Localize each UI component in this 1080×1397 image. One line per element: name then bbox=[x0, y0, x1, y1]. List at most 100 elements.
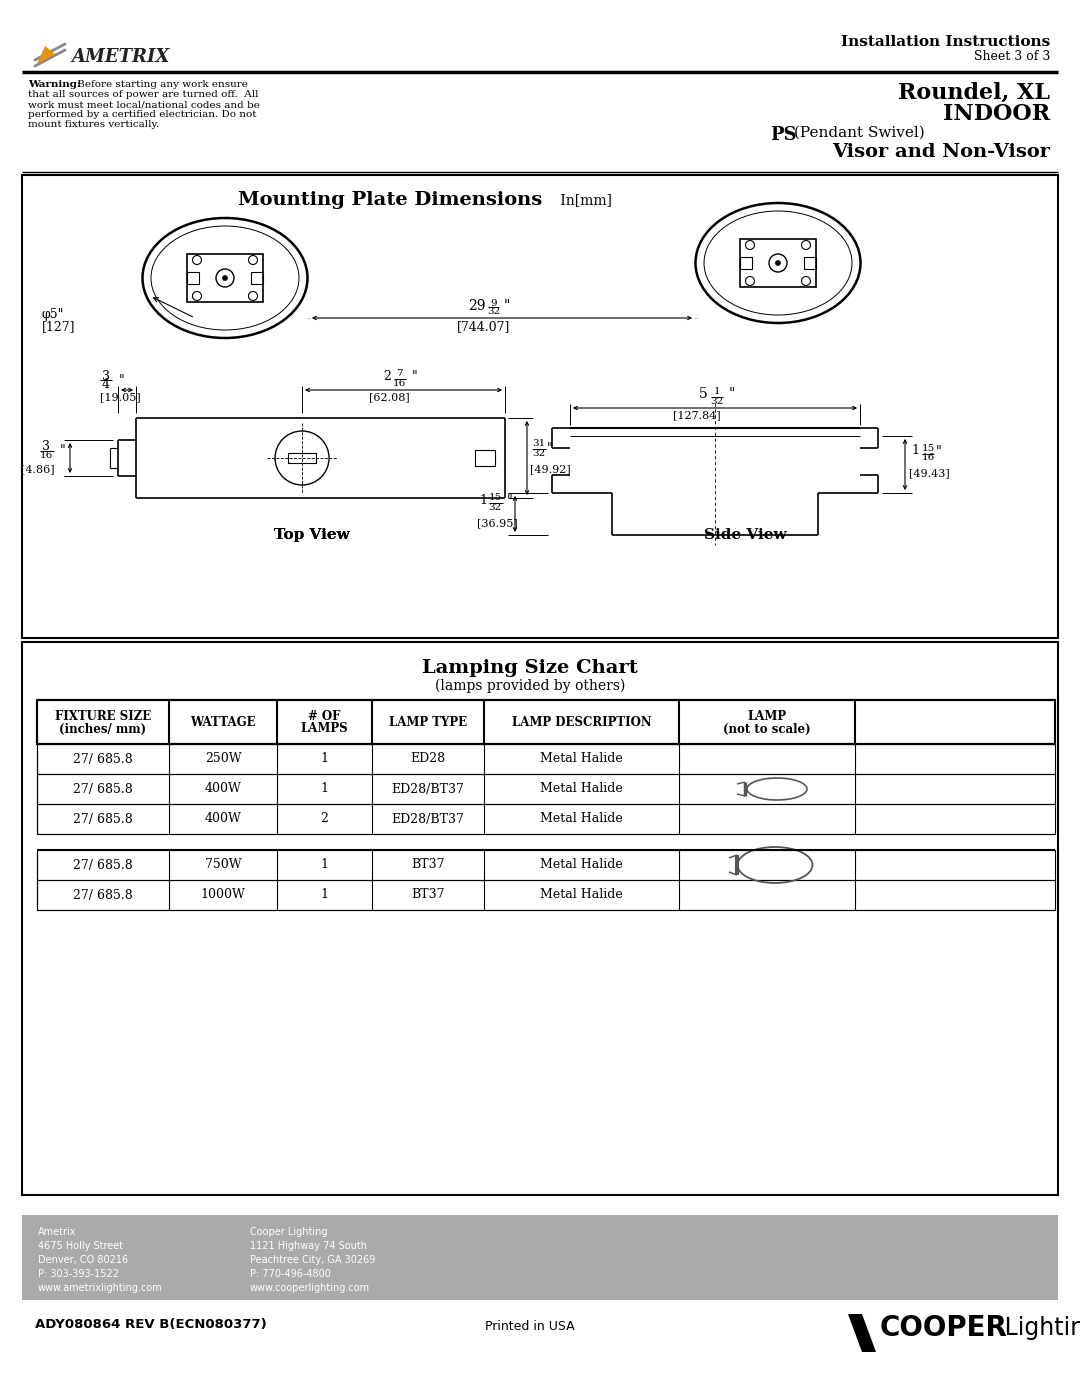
Text: Top View: Top View bbox=[273, 528, 349, 542]
Text: [36.95]: [36.95] bbox=[477, 518, 517, 528]
Text: Lighting: Lighting bbox=[997, 1316, 1080, 1340]
Text: Installation Instructions: Installation Instructions bbox=[840, 35, 1050, 49]
Text: ": " bbox=[936, 446, 942, 458]
Text: 5: 5 bbox=[699, 387, 707, 401]
Text: 29: 29 bbox=[469, 299, 486, 313]
Text: P: 303-393-1522: P: 303-393-1522 bbox=[38, 1268, 119, 1280]
Text: Top View: Top View bbox=[273, 528, 349, 542]
Text: 27/ 685.8: 27/ 685.8 bbox=[73, 859, 133, 872]
Bar bbox=[37, 880, 1055, 909]
Text: [19.05]: [19.05] bbox=[100, 393, 140, 402]
Text: [127.84]: [127.84] bbox=[673, 409, 720, 420]
Text: 1: 1 bbox=[912, 444, 919, 457]
Bar bbox=[37, 849, 1055, 880]
Bar bbox=[740, 257, 752, 270]
Text: Denver, CO 80216: Denver, CO 80216 bbox=[38, 1255, 129, 1266]
Text: Warning:: Warning: bbox=[28, 80, 81, 89]
Text: 15: 15 bbox=[488, 493, 501, 503]
Bar bbox=[37, 805, 1055, 834]
Text: (lamps provided by others): (lamps provided by others) bbox=[435, 679, 625, 693]
Text: 16: 16 bbox=[922, 453, 935, 462]
Bar bbox=[288, 453, 316, 462]
Bar bbox=[804, 257, 816, 270]
Text: 27/ 685.8: 27/ 685.8 bbox=[73, 753, 133, 766]
Text: 16: 16 bbox=[39, 451, 53, 461]
Bar bbox=[37, 745, 1055, 774]
Text: COOPER: COOPER bbox=[880, 1315, 1008, 1343]
Text: 31: 31 bbox=[532, 440, 545, 448]
Text: 32: 32 bbox=[488, 503, 501, 511]
Circle shape bbox=[222, 275, 228, 281]
Text: Sheet 3 of 3: Sheet 3 of 3 bbox=[974, 50, 1050, 63]
Text: ": " bbox=[507, 495, 513, 507]
Text: 27/ 685.8: 27/ 685.8 bbox=[73, 813, 133, 826]
Text: ED28/BT37: ED28/BT37 bbox=[392, 782, 464, 795]
Text: 1: 1 bbox=[321, 859, 328, 872]
Text: [49.43]: [49.43] bbox=[909, 468, 949, 479]
Text: 400W: 400W bbox=[204, 782, 242, 795]
Text: Visor and Non-Visor: Visor and Non-Visor bbox=[832, 142, 1050, 161]
Polygon shape bbox=[37, 46, 55, 64]
Text: Ametrix: Ametrix bbox=[38, 1227, 77, 1236]
Text: ": " bbox=[546, 441, 553, 454]
Text: ADY080864 REV B(ECN080377): ADY080864 REV B(ECN080377) bbox=[35, 1317, 267, 1331]
Text: mount fixtures vertically.: mount fixtures vertically. bbox=[28, 120, 159, 129]
Text: ": " bbox=[411, 369, 417, 383]
Text: Metal Halide: Metal Halide bbox=[540, 813, 623, 826]
Text: 1: 1 bbox=[321, 782, 328, 795]
Text: [127]: [127] bbox=[42, 320, 76, 332]
Text: ": " bbox=[119, 373, 125, 387]
Text: FIXTURE SIZE: FIXTURE SIZE bbox=[55, 710, 151, 722]
Text: In[mm]: In[mm] bbox=[556, 193, 612, 207]
Text: 32: 32 bbox=[532, 450, 545, 458]
Text: [49.92]: [49.92] bbox=[530, 464, 570, 474]
Text: Side View: Side View bbox=[704, 528, 786, 542]
Text: WATTAGE: WATTAGE bbox=[190, 715, 256, 728]
Text: 250W: 250W bbox=[205, 753, 241, 766]
Text: work must meet local/national codes and be: work must meet local/national codes and … bbox=[28, 101, 260, 109]
Text: φ5": φ5" bbox=[42, 307, 65, 321]
Text: 2: 2 bbox=[321, 813, 328, 826]
Text: performed by a certified electrician. Do not: performed by a certified electrician. Do… bbox=[28, 110, 257, 119]
Text: 1: 1 bbox=[714, 387, 720, 397]
Text: Metal Halide: Metal Halide bbox=[540, 859, 623, 872]
Text: 32: 32 bbox=[487, 306, 501, 316]
Text: (Pendant Swivel): (Pendant Swivel) bbox=[789, 126, 924, 140]
Text: (not to scale): (not to scale) bbox=[724, 722, 811, 735]
Text: Peachtree City, GA 30269: Peachtree City, GA 30269 bbox=[249, 1255, 376, 1266]
Text: INDOOR: INDOOR bbox=[943, 103, 1050, 124]
Text: 16: 16 bbox=[393, 379, 406, 387]
Text: 3: 3 bbox=[102, 369, 110, 383]
Text: 1: 1 bbox=[321, 753, 328, 766]
Text: that all sources of power are turned off.  All: that all sources of power are turned off… bbox=[28, 89, 258, 99]
Text: 1000W: 1000W bbox=[201, 888, 245, 901]
Text: Metal Halide: Metal Halide bbox=[540, 753, 623, 766]
Text: Cooper Lighting: Cooper Lighting bbox=[249, 1227, 327, 1236]
Text: BT37: BT37 bbox=[411, 859, 445, 872]
Bar bbox=[740, 239, 816, 286]
Text: ED28: ED28 bbox=[410, 753, 446, 766]
Bar bbox=[251, 272, 264, 284]
Text: 2: 2 bbox=[383, 369, 391, 383]
Text: Mounting Plate Dimensions: Mounting Plate Dimensions bbox=[238, 191, 542, 210]
Text: [62.08]: [62.08] bbox=[369, 393, 410, 402]
Polygon shape bbox=[848, 1315, 876, 1352]
Text: 750W: 750W bbox=[205, 859, 241, 872]
Text: 400W: 400W bbox=[204, 813, 242, 826]
Text: Roundel, XL: Roundel, XL bbox=[897, 82, 1050, 103]
Bar bbox=[187, 254, 264, 302]
Text: Lamping Size Chart: Lamping Size Chart bbox=[422, 659, 638, 678]
Text: Before starting any work ensure: Before starting any work ensure bbox=[75, 80, 248, 89]
Bar bbox=[187, 272, 199, 284]
Text: Metal Halide: Metal Halide bbox=[540, 782, 623, 795]
Bar bbox=[475, 450, 495, 467]
Text: 7: 7 bbox=[396, 369, 403, 379]
Text: P: 770-496-4800: P: 770-496-4800 bbox=[249, 1268, 330, 1280]
Text: LAMP TYPE: LAMP TYPE bbox=[389, 715, 467, 728]
Bar bbox=[37, 774, 1055, 805]
Text: 27/ 685.8: 27/ 685.8 bbox=[73, 782, 133, 795]
Text: www.cooperlighting.com: www.cooperlighting.com bbox=[249, 1282, 370, 1294]
Bar bbox=[22, 643, 1058, 1194]
Text: LAMP: LAMP bbox=[747, 710, 786, 722]
Bar bbox=[22, 1215, 1058, 1301]
